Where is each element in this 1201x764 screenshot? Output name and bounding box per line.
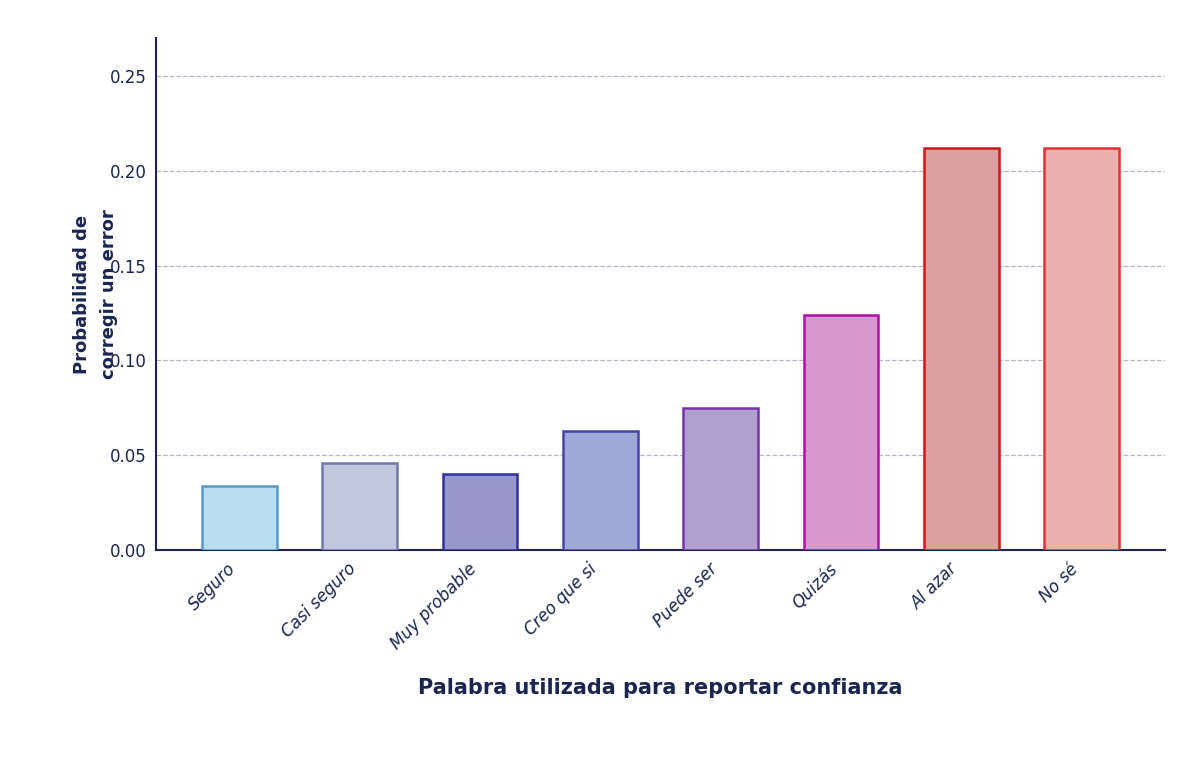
Bar bbox=[1045, 148, 1119, 550]
Bar bbox=[202, 486, 276, 550]
Bar bbox=[322, 463, 398, 550]
Bar bbox=[683, 408, 758, 550]
Bar bbox=[563, 431, 638, 550]
Y-axis label: Probabilidad de
corregir un error: Probabilidad de corregir un error bbox=[73, 209, 118, 379]
Bar bbox=[443, 474, 518, 550]
Bar bbox=[924, 148, 999, 550]
X-axis label: Palabra utilizada para reportar confianza: Palabra utilizada para reportar confianz… bbox=[418, 678, 903, 698]
Bar bbox=[803, 315, 878, 550]
